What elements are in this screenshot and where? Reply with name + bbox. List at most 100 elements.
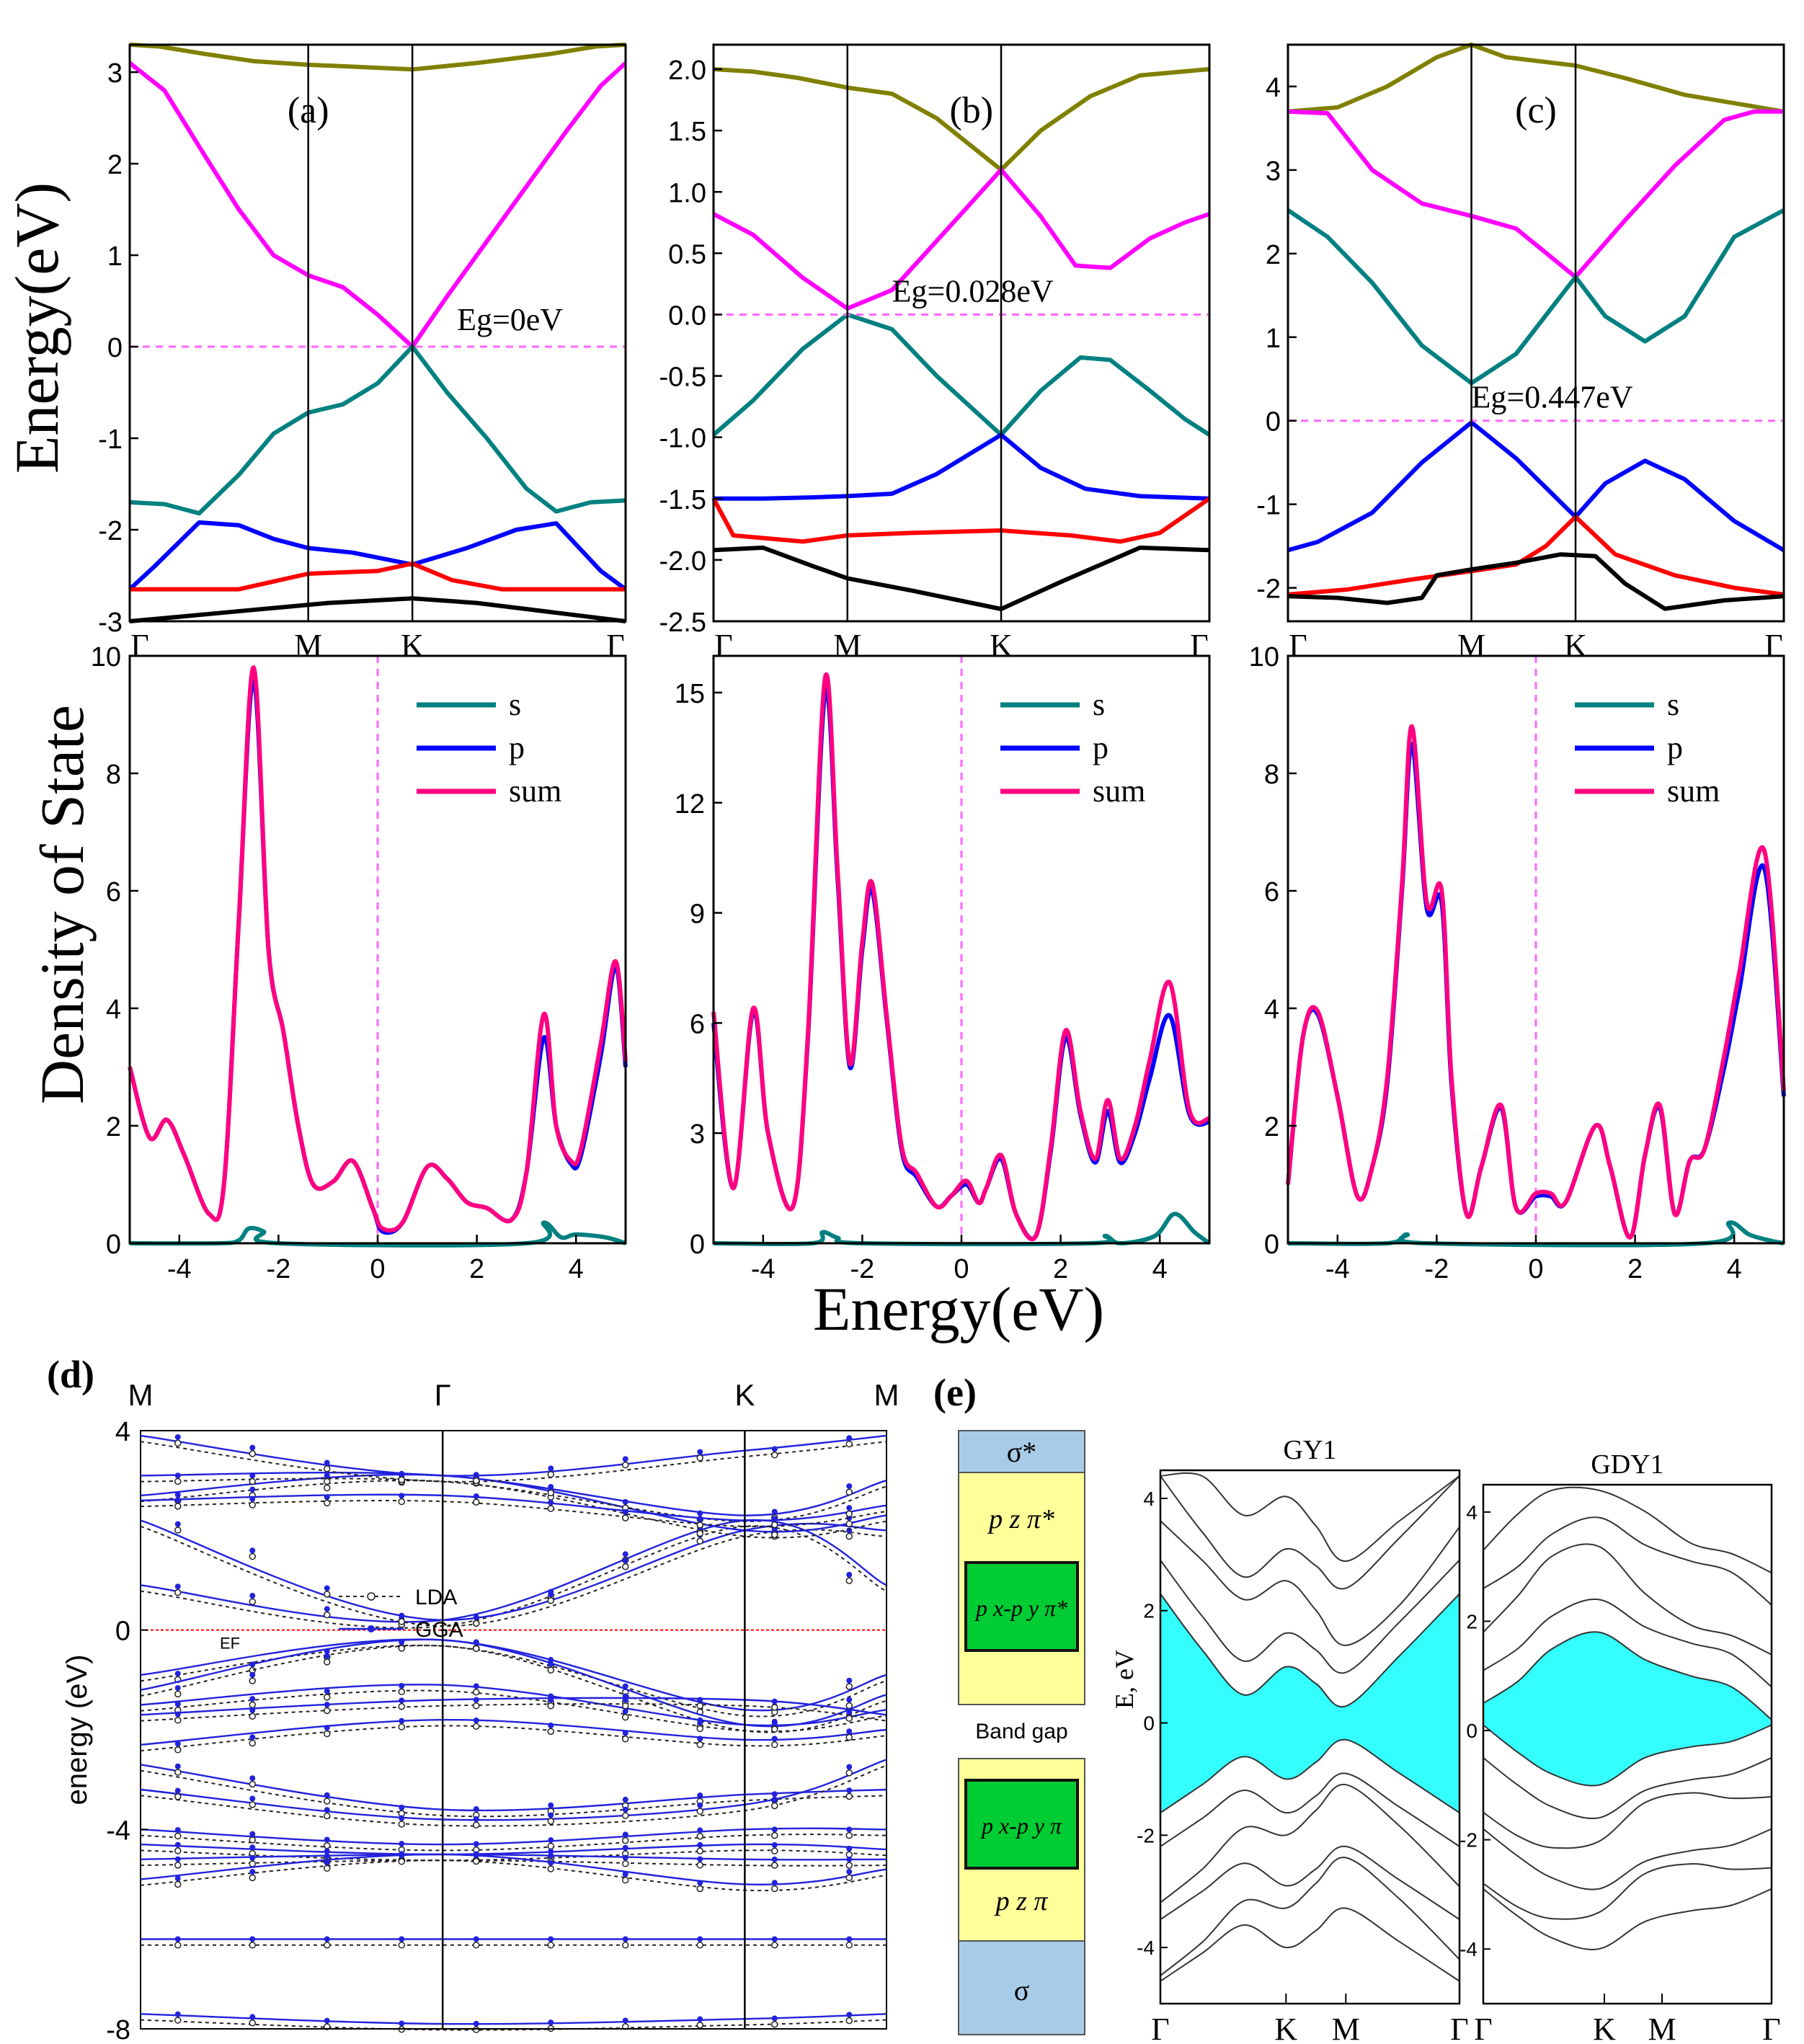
- y-tick-label: -2.5: [659, 608, 706, 638]
- lda-marker: [398, 1498, 405, 1506]
- x-tick-label: 2: [1627, 1254, 1643, 1284]
- gga-marker: [399, 1804, 405, 1810]
- y-tick-label: -1.0: [659, 424, 706, 454]
- lda-band-line: [140, 1480, 887, 1539]
- gga-marker: [622, 1844, 628, 1851]
- y-tick-label: 0.5: [668, 239, 706, 270]
- gga-marker: [324, 1585, 330, 1591]
- gga-marker: [771, 1508, 778, 1515]
- panel-label: (e): [933, 1371, 977, 1414]
- y-tick-label: 15: [675, 679, 705, 709]
- lda-band-line: [140, 1689, 887, 1733]
- k-point-label: Γ: [435, 1378, 451, 1412]
- level-label-pz-pi-star: p z π*: [987, 1504, 1054, 1534]
- gga-marker: [174, 1763, 181, 1769]
- gga-marker: [846, 1505, 853, 1511]
- gga-band-line: [140, 1718, 887, 1746]
- lda-band-line: [140, 1645, 887, 1733]
- gga-marker: [697, 1841, 703, 1848]
- gga-marker: [846, 1845, 853, 1852]
- lda-band-line: [140, 1725, 887, 1752]
- lda-band-line: [140, 1478, 887, 1522]
- band-line: [1483, 1486, 1772, 1574]
- k-point-label: K: [1593, 2012, 1616, 2044]
- dos-line-sum: [711, 672, 1211, 1242]
- gga-marker: [771, 1720, 778, 1726]
- legend-label-s: s: [509, 687, 521, 722]
- band-gap-region: [1483, 1631, 1772, 1787]
- gga-marker: [174, 1583, 181, 1590]
- lda-marker: [249, 1780, 256, 1788]
- k-point-label: M: [128, 1378, 154, 1412]
- gga-marker: [771, 1446, 778, 1452]
- lda-marker: [696, 1702, 703, 1710]
- gga-marker: [174, 1497, 181, 1503]
- lda-marker: [398, 1618, 405, 1625]
- band-line-magenta: [1287, 109, 1784, 280]
- k-point-label: Γ: [1190, 628, 1208, 663]
- band-line: [1160, 1472, 1460, 1563]
- y-tick-label: 10: [91, 642, 121, 672]
- lda-band-line: [140, 1859, 887, 1892]
- lda-marker: [473, 2026, 480, 2033]
- gga-band-line: [140, 1473, 887, 1533]
- lda-marker: [324, 1591, 331, 1598]
- y-tick-label: 4: [1466, 1501, 1478, 1524]
- band-line: [1160, 1475, 1460, 1590]
- x-tick-label: -4: [751, 1254, 776, 1284]
- gga-band-line: [140, 2013, 887, 2025]
- y-tick-label: -1: [1256, 491, 1281, 521]
- lda-marker: [473, 1723, 480, 1730]
- lda-marker: [845, 1577, 853, 1584]
- gga-marker: [473, 1816, 479, 1822]
- gga-marker: [697, 1720, 703, 1726]
- band-line-teal: [129, 345, 626, 516]
- gga-band-line: [140, 1853, 887, 1861]
- gga-marker: [548, 1837, 554, 1844]
- lda-marker: [845, 1488, 853, 1496]
- y-tick-label: 1.0: [668, 178, 706, 208]
- gga-marker: [324, 1494, 330, 1501]
- lda-marker: [249, 1501, 256, 1508]
- band-structure-d: (d) EF M Γ K M -8 -4 0 4 energy (eV) LDA GGA: [47, 1353, 899, 2044]
- lda-marker: [174, 1588, 182, 1596]
- lda-marker: [174, 1793, 182, 1800]
- k-point-label: K: [1274, 2012, 1297, 2044]
- gga-marker: [771, 1841, 778, 1848]
- gga-marker: [622, 1456, 628, 1462]
- gga-marker: [548, 1802, 554, 1808]
- lda-band-line: [140, 1525, 887, 1627]
- gga-marker: [622, 1708, 628, 1715]
- legend-label-p: p: [1093, 730, 1108, 765]
- band-line-blue: [1287, 420, 1785, 553]
- gga-band-line: [140, 1638, 887, 1712]
- gga-marker: [846, 1697, 853, 1703]
- gga-marker: [771, 1797, 778, 1803]
- lda-marker: [174, 1503, 182, 1510]
- gga-marker: [771, 1880, 778, 1886]
- gga-marker: [697, 1516, 703, 1522]
- y-tick-label: 3: [1266, 156, 1281, 187]
- band-structure-c: Γ M K Γ -2 -1 0 1 2 3 4 (c) Eg=0.447eV: [1256, 43, 1785, 663]
- k-point-label: Γ: [1450, 2012, 1468, 2044]
- gga-marker: [622, 1730, 628, 1736]
- lda-marker: [324, 1841, 331, 1849]
- lda-marker: [249, 1598, 256, 1606]
- lda-band-line: [140, 1500, 887, 1527]
- gga-marker: [697, 1449, 703, 1455]
- gga-marker: [846, 1435, 853, 1441]
- gga-marker: [249, 1547, 256, 1554]
- lda-band-line: [140, 1834, 887, 1852]
- gga-marker: [174, 1741, 181, 1747]
- gga-marker: [622, 1796, 628, 1803]
- k-point-label: K: [734, 1378, 755, 1412]
- lda-marker: [547, 1728, 554, 1736]
- y-tick-label: 0: [690, 1230, 705, 1260]
- gga-marker: [249, 1472, 256, 1479]
- y-tick-label: 2: [1266, 240, 1281, 270]
- k-point-label: M: [833, 628, 861, 663]
- lda-marker: [249, 1739, 256, 1747]
- level-label-pxpy-pi: p x-p y π: [980, 1813, 1062, 1839]
- gga-marker: [697, 1936, 703, 1942]
